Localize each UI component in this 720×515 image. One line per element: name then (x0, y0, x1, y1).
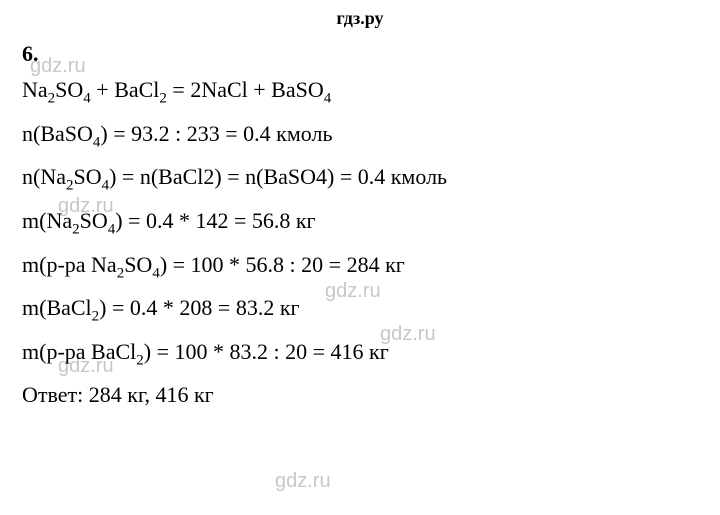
text: SO (73, 164, 101, 189)
text: n(BaSO (22, 121, 93, 146)
text: ) = 100 * 83.2 : 20 = 416 кг (144, 339, 389, 364)
subscript: 2 (72, 221, 80, 237)
text: n(Na (22, 164, 66, 189)
subscript: 4 (152, 265, 160, 281)
subscript: 4 (102, 178, 110, 194)
problem-content: 6. Na2SO4 + BaCl2 = 2NaСl + BaSO4 n(BaSO… (0, 41, 720, 413)
calc-line: m(р-ра Na2SO4) = 100 * 56.8 : 20 = 284 к… (22, 248, 698, 286)
calc-line: m(BaCl2) = 0.4 * 208 = 83.2 кг (22, 291, 698, 329)
text: Na (22, 77, 48, 102)
equation-line: Na2SO4 + BaCl2 = 2NaСl + BaSO4 (22, 73, 698, 111)
subscript: 4 (324, 90, 332, 106)
header-title: гдз.ру (336, 8, 383, 28)
text: + BaCl (91, 77, 160, 102)
subscript: 2 (159, 90, 167, 106)
text: = 2NaСl + BaSO (167, 77, 324, 102)
subscript: 4 (83, 90, 91, 106)
calc-line: m(Na2SO4) = 0.4 * 142 = 56.8 кг (22, 204, 698, 242)
text: ) = 0.4 * 208 = 83.2 кг (99, 295, 299, 320)
watermark: gdz.ru (275, 470, 331, 493)
text: m(р-ра Na (22, 252, 117, 277)
text: m(BaCl (22, 295, 92, 320)
calc-line: n(Na2SO4) = n(BaCl2) = n(BaSO4) = 0.4 км… (22, 160, 698, 198)
answer-line: Ответ: 284 кг, 416 кг (22, 378, 698, 412)
subscript: 2 (136, 352, 144, 368)
text: ) = 100 * 56.8 : 20 = 284 кг (160, 252, 405, 277)
calc-line: n(BaSO4) = 93.2 : 233 = 0.4 кмоль (22, 117, 698, 155)
text: SO (124, 252, 152, 277)
page-header: гдз.ру (0, 0, 720, 41)
text: m(р-ра BaCl (22, 339, 136, 364)
text: SO (80, 208, 108, 233)
calc-line: m(р-ра BaCl2) = 100 * 83.2 : 20 = 416 кг (22, 335, 698, 373)
text: ) = 93.2 : 233 = 0.4 кмоль (100, 121, 332, 146)
text: SO (55, 77, 83, 102)
text: ) = 0.4 * 142 = 56.8 кг (115, 208, 315, 233)
text: m(Na (22, 208, 72, 233)
problem-number: 6. (22, 41, 698, 67)
text: ) = n(BaCl2) = n(BaSO4) = 0.4 кмоль (109, 164, 447, 189)
